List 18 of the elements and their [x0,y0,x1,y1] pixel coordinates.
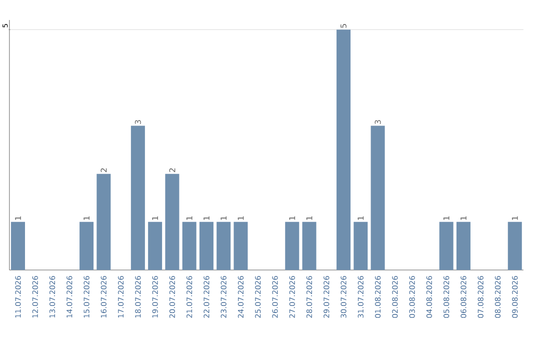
bar [11,222,25,270]
bar [456,222,470,270]
bar [182,222,196,270]
bar [216,222,231,270]
bar [165,174,180,270]
bar [80,222,94,270]
bar [370,126,385,270]
bar [336,30,351,270]
bar [199,222,214,270]
bar [285,222,300,270]
bar [96,174,111,270]
bar [439,222,454,270]
bar [302,222,316,270]
bar [148,222,162,270]
bar [354,222,368,270]
bar [508,222,522,270]
bar [130,126,145,270]
bar [234,222,248,270]
